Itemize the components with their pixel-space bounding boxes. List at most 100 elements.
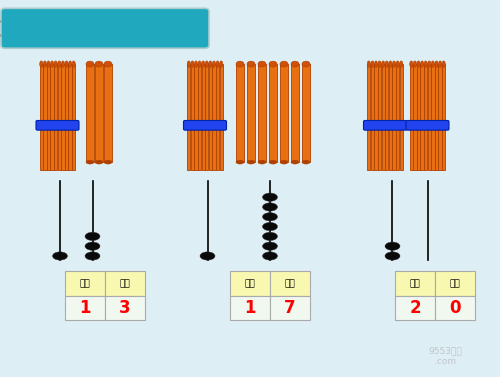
Ellipse shape [367, 61, 370, 67]
FancyBboxPatch shape [65, 271, 105, 296]
Bar [236, 64, 244, 162]
Ellipse shape [280, 160, 288, 164]
Bar [209, 64, 212, 170]
Ellipse shape [262, 213, 278, 221]
Bar [385, 64, 388, 170]
Ellipse shape [95, 61, 103, 67]
Bar [382, 64, 385, 170]
Bar [191, 64, 194, 170]
Ellipse shape [280, 61, 288, 67]
Ellipse shape [72, 61, 76, 67]
FancyBboxPatch shape [406, 121, 449, 130]
Ellipse shape [385, 61, 388, 67]
Ellipse shape [424, 61, 428, 67]
Ellipse shape [216, 61, 219, 67]
FancyBboxPatch shape [1, 8, 209, 48]
Ellipse shape [438, 61, 442, 67]
Ellipse shape [269, 160, 277, 164]
Bar [392, 64, 396, 170]
Ellipse shape [191, 61, 194, 67]
Ellipse shape [302, 160, 310, 164]
Ellipse shape [262, 232, 278, 241]
FancyBboxPatch shape [65, 296, 105, 320]
Ellipse shape [52, 252, 68, 260]
Ellipse shape [258, 61, 266, 67]
Ellipse shape [302, 61, 310, 67]
Ellipse shape [47, 61, 50, 67]
Bar [396, 64, 399, 170]
Text: 个位: 个位 [450, 279, 460, 288]
Ellipse shape [432, 61, 434, 67]
Ellipse shape [58, 61, 61, 67]
Text: 9553下载
.com: 9553下载 .com [428, 346, 462, 366]
Bar [58, 64, 61, 170]
Text: 十位: 十位 [80, 279, 90, 288]
Bar [302, 64, 310, 162]
Ellipse shape [198, 61, 201, 67]
Text: 2: 2 [409, 299, 421, 317]
Bar [269, 64, 277, 162]
Ellipse shape [187, 61, 190, 67]
Ellipse shape [262, 222, 278, 231]
Ellipse shape [220, 61, 223, 67]
Text: 7: 7 [284, 299, 296, 317]
Bar [104, 64, 112, 162]
Bar [62, 64, 64, 170]
Text: 0: 0 [449, 299, 461, 317]
Ellipse shape [291, 160, 299, 164]
Ellipse shape [236, 160, 244, 164]
Bar [280, 64, 288, 162]
Text: 十位: 十位 [244, 279, 256, 288]
Bar [220, 64, 223, 170]
FancyBboxPatch shape [230, 296, 270, 320]
Bar [374, 64, 378, 170]
Bar [442, 64, 446, 170]
Text: 个位: 个位 [120, 279, 130, 288]
FancyBboxPatch shape [270, 271, 310, 296]
Text: 1: 1 [79, 299, 91, 317]
Bar [438, 64, 442, 170]
Bar [216, 64, 219, 170]
Bar [371, 64, 374, 170]
FancyBboxPatch shape [105, 271, 145, 296]
Bar [95, 64, 103, 162]
Ellipse shape [200, 252, 215, 260]
FancyBboxPatch shape [435, 271, 475, 296]
Ellipse shape [247, 61, 255, 67]
Bar [291, 64, 299, 162]
Text: 个位: 个位 [284, 279, 296, 288]
FancyBboxPatch shape [270, 296, 310, 320]
Ellipse shape [86, 160, 94, 164]
Ellipse shape [392, 61, 396, 67]
Ellipse shape [209, 61, 212, 67]
Ellipse shape [202, 61, 205, 67]
Bar [417, 64, 420, 170]
Bar [212, 64, 216, 170]
Ellipse shape [385, 252, 400, 260]
Ellipse shape [65, 61, 68, 67]
Ellipse shape [86, 61, 94, 67]
Ellipse shape [212, 61, 216, 67]
Ellipse shape [389, 61, 392, 67]
Bar [40, 64, 43, 170]
Bar [198, 64, 201, 170]
Ellipse shape [291, 61, 299, 67]
Ellipse shape [262, 203, 278, 211]
Bar [194, 64, 198, 170]
Bar [50, 64, 53, 170]
Ellipse shape [68, 61, 71, 67]
Ellipse shape [382, 61, 385, 67]
Ellipse shape [400, 61, 403, 67]
Ellipse shape [236, 61, 244, 67]
FancyBboxPatch shape [36, 121, 79, 130]
Bar [72, 64, 76, 170]
Bar [247, 64, 255, 162]
Bar [378, 64, 381, 170]
Bar [389, 64, 392, 170]
Ellipse shape [85, 252, 100, 260]
Bar [68, 64, 71, 170]
Bar [400, 64, 403, 170]
Bar [258, 64, 266, 162]
Text: 十位: 十位 [410, 279, 420, 288]
FancyBboxPatch shape [230, 271, 270, 296]
